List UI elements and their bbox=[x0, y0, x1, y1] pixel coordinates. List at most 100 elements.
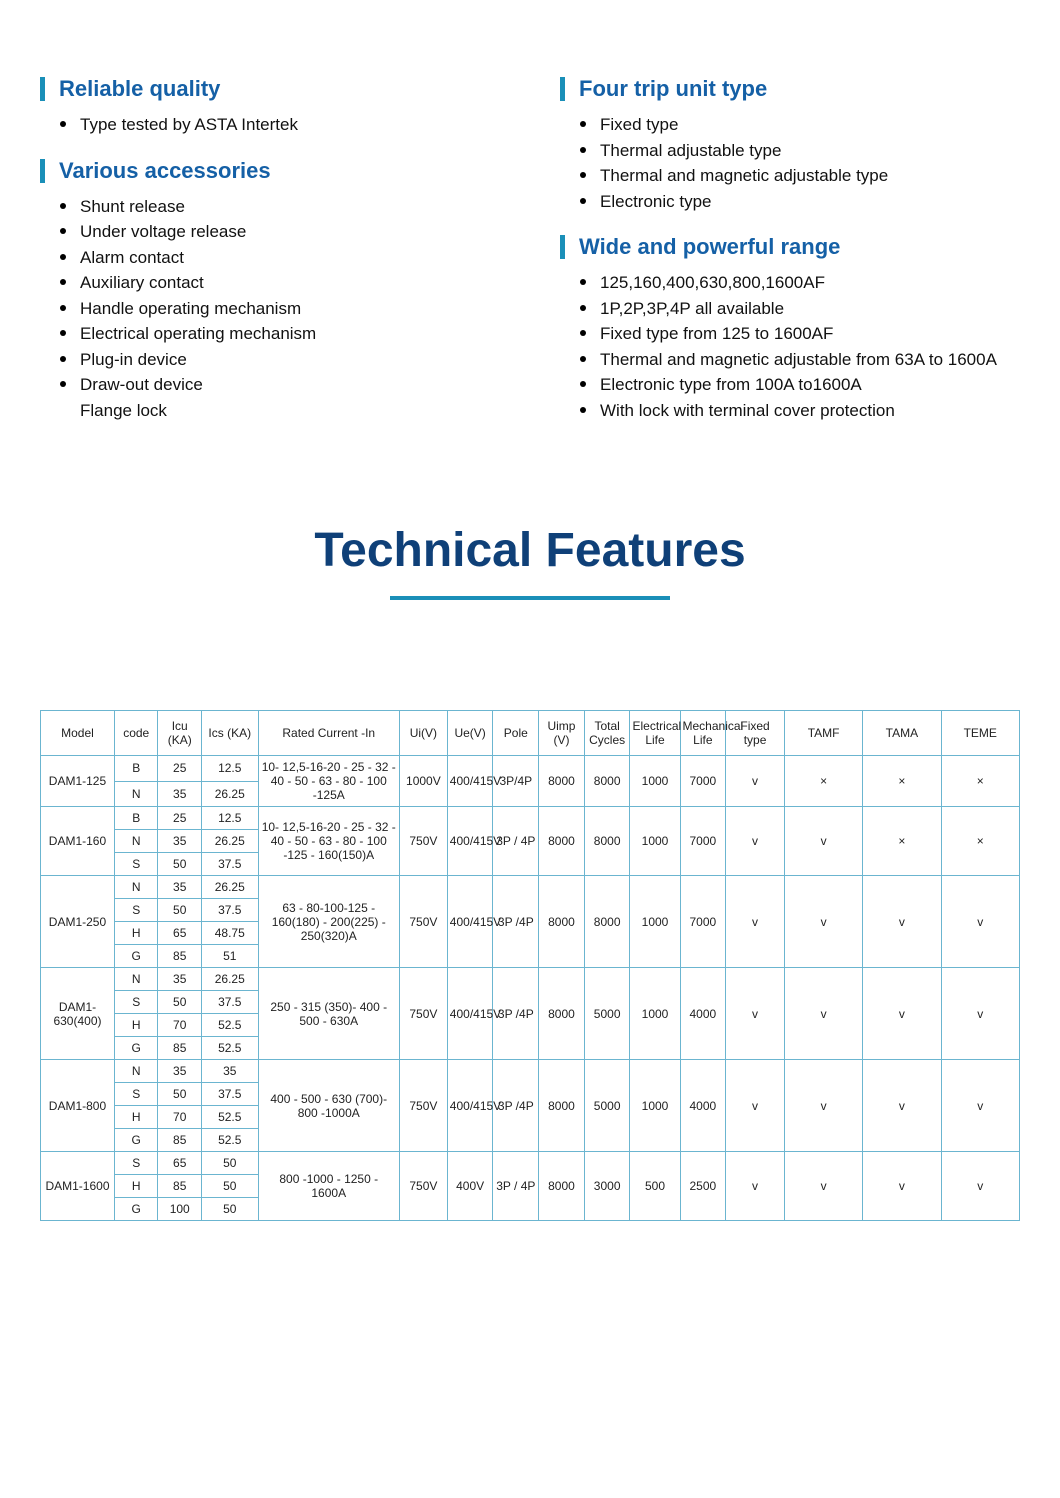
cell-pole: 3P / 4P bbox=[493, 1152, 539, 1221]
cell-code: B bbox=[114, 756, 158, 782]
cell-ue: 400/415V bbox=[447, 1060, 493, 1152]
spec-table: Model code Icu (KA) Ics (KA) Rated Curre… bbox=[40, 710, 1020, 1221]
cell-code: S bbox=[114, 899, 158, 922]
heading-text: Reliable quality bbox=[59, 76, 220, 102]
cell-rated: 800 -1000 - 1250 - 1600A bbox=[258, 1152, 399, 1221]
cell-total: 8000 bbox=[584, 876, 630, 968]
cell-model: DAM1-160 bbox=[41, 807, 115, 876]
cell-ics: 37.5 bbox=[201, 853, 258, 876]
cell-code: H bbox=[114, 1106, 158, 1129]
cell-code: H bbox=[114, 1014, 158, 1037]
cell-ui: 750V bbox=[399, 968, 447, 1060]
table-body: DAM1-125B2512.510- 12,5-16-20 - 25 - 32 … bbox=[41, 756, 1020, 1221]
heading-text: Four trip unit type bbox=[579, 76, 767, 102]
cell-icu: 85 bbox=[158, 1129, 202, 1152]
cell-ue: 400/415V bbox=[447, 968, 493, 1060]
cell-ics: 37.5 bbox=[201, 1083, 258, 1106]
accent-bar-icon bbox=[560, 235, 565, 259]
cell-code: H bbox=[114, 1175, 158, 1198]
cell-code: H bbox=[114, 922, 158, 945]
cell-elec: 1000 bbox=[630, 807, 680, 876]
cell-total: 8000 bbox=[584, 807, 630, 876]
col-header: Ue(V) bbox=[447, 711, 493, 756]
heading-accessories: Various accessories bbox=[40, 158, 500, 184]
main-title: Technical Features bbox=[40, 523, 1020, 578]
list-item: Thermal and magnetic adjustable type bbox=[560, 163, 1020, 189]
col-header: TEME bbox=[941, 711, 1019, 756]
cell-pole: 3P /4P bbox=[493, 876, 539, 968]
cell-code: N bbox=[114, 876, 158, 899]
cell-icu: 100 bbox=[158, 1198, 202, 1221]
cell-rated: 250 - 315 (350)- 400 - 500 - 630A bbox=[258, 968, 399, 1060]
list-item: Alarm contact bbox=[40, 245, 500, 271]
cell-icu: 50 bbox=[158, 1083, 202, 1106]
cell-icu: 35 bbox=[158, 968, 202, 991]
cell-tama: v bbox=[863, 968, 941, 1060]
cell-teme: × bbox=[941, 756, 1019, 807]
accent-bar-icon bbox=[560, 77, 565, 101]
cell-tamf: v bbox=[784, 876, 862, 968]
col-header: Mechanical Life bbox=[680, 711, 726, 756]
cell-mech: 7000 bbox=[680, 807, 726, 876]
cell-ui: 750V bbox=[399, 807, 447, 876]
right-column: Four trip unit type Fixed type Thermal a… bbox=[560, 70, 1020, 443]
list-item: Thermal adjustable type bbox=[560, 138, 1020, 164]
cell-code: S bbox=[114, 991, 158, 1014]
cell-icu: 50 bbox=[158, 853, 202, 876]
cell-code: S bbox=[114, 853, 158, 876]
cell-ics: 26.25 bbox=[201, 876, 258, 899]
list-trip: Fixed type Thermal adjustable type Therm… bbox=[560, 112, 1020, 214]
cell-tamf: × bbox=[784, 756, 862, 807]
cell-ui: 750V bbox=[399, 1060, 447, 1152]
list-item: Fixed type bbox=[560, 112, 1020, 138]
cell-ui: 750V bbox=[399, 876, 447, 968]
cell-ui: 750V bbox=[399, 1152, 447, 1221]
cell-rated: 10- 12,5-16-20 - 25 - 32 - 40 - 50 - 63 … bbox=[258, 807, 399, 876]
cell-elec: 1000 bbox=[630, 1060, 680, 1152]
cell-ics: 51 bbox=[201, 945, 258, 968]
list-reliable: Type tested by ASTA Intertek bbox=[40, 112, 500, 138]
list-item: Draw-out device bbox=[40, 372, 500, 398]
cell-ui: 1000V bbox=[399, 756, 447, 807]
cell-teme: v bbox=[941, 876, 1019, 968]
cell-pole: 3P /4P bbox=[493, 1060, 539, 1152]
accent-bar-icon bbox=[40, 77, 45, 101]
cell-icu: 65 bbox=[158, 922, 202, 945]
cell-code: S bbox=[114, 1083, 158, 1106]
list-item: Fixed type from 125 to 1600AF bbox=[560, 321, 1020, 347]
cell-mech: 2500 bbox=[680, 1152, 726, 1221]
cell-icu: 35 bbox=[158, 1060, 202, 1083]
table-header-row: Model code Icu (KA) Ics (KA) Rated Curre… bbox=[41, 711, 1020, 756]
heading-trip: Four trip unit type bbox=[560, 76, 1020, 102]
cell-ics: 12.5 bbox=[201, 756, 258, 782]
list-accessories: Shunt release Under voltage release Alar… bbox=[40, 194, 500, 424]
cell-code: N bbox=[114, 968, 158, 991]
cell-code: B bbox=[114, 807, 158, 830]
cell-code: N bbox=[114, 830, 158, 853]
cell-ue: 400/415V bbox=[447, 807, 493, 876]
table-row: DAM1-250N3526.2563 - 80-100-125 - 160(18… bbox=[41, 876, 1020, 899]
cell-model: DAM1-1600 bbox=[41, 1152, 115, 1221]
cell-ics: 35 bbox=[201, 1060, 258, 1083]
list-item: Thermal and magnetic adjustable from 63A… bbox=[560, 347, 1020, 373]
cell-mech: 4000 bbox=[680, 1060, 726, 1152]
features-columns: Reliable quality Type tested by ASTA Int… bbox=[40, 70, 1020, 443]
cell-pole: 3P /4P bbox=[493, 968, 539, 1060]
list-range: 125,160,400,630,800,1600AF 1P,2P,3P,4P a… bbox=[560, 270, 1020, 423]
cell-fixed: v bbox=[726, 1060, 785, 1152]
cell-tama: × bbox=[863, 756, 941, 807]
cell-ue: 400/415V bbox=[447, 756, 493, 807]
list-item: 125,160,400,630,800,1600AF bbox=[560, 270, 1020, 296]
table-row: DAM1-800N3535400 - 500 - 630 (700)- 800 … bbox=[41, 1060, 1020, 1083]
cell-tama: v bbox=[863, 1060, 941, 1152]
cell-tama: × bbox=[863, 807, 941, 876]
cell-ics: 52.5 bbox=[201, 1014, 258, 1037]
cell-model: DAM1-630(400) bbox=[41, 968, 115, 1060]
cell-elec: 500 bbox=[630, 1152, 680, 1221]
cell-code: G bbox=[114, 1129, 158, 1152]
cell-icu: 70 bbox=[158, 1014, 202, 1037]
cell-tamf: v bbox=[784, 1152, 862, 1221]
cell-code: G bbox=[114, 945, 158, 968]
heading-text: Wide and powerful range bbox=[579, 234, 840, 260]
cell-icu: 50 bbox=[158, 899, 202, 922]
